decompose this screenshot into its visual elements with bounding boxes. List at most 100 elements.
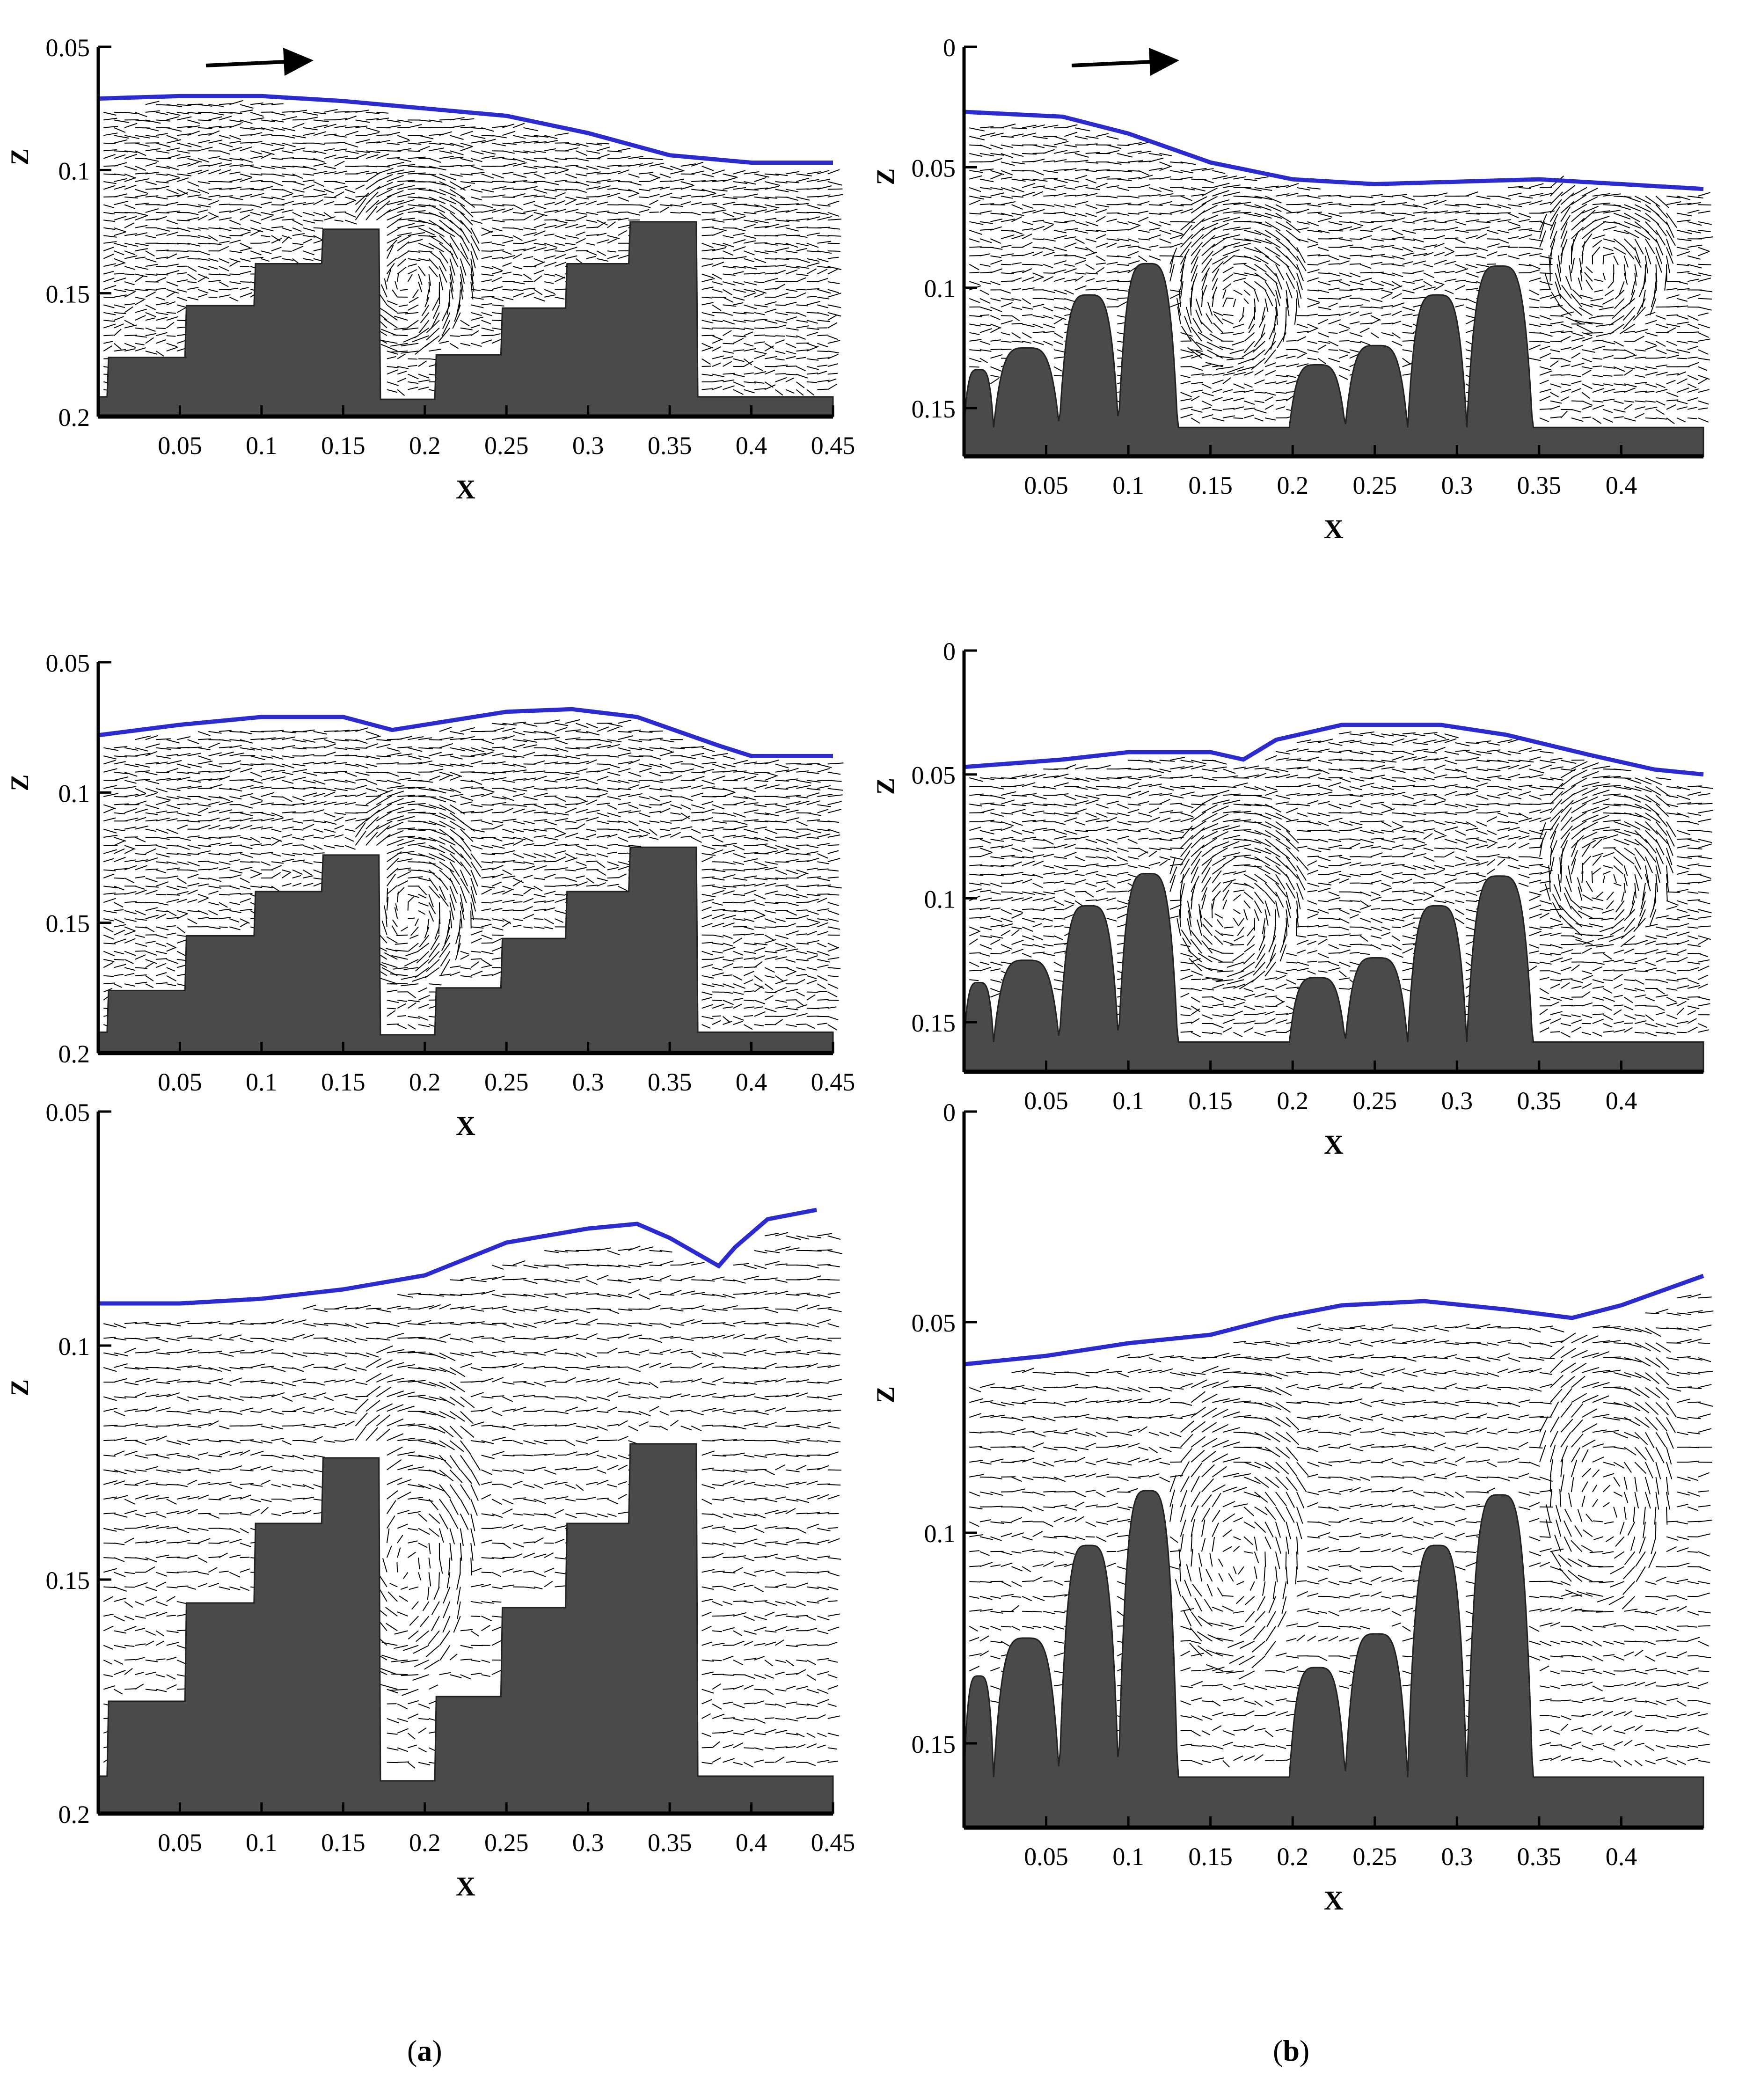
velocity-vector xyxy=(355,198,367,213)
velocity-vector xyxy=(187,142,202,148)
velocity-vector xyxy=(408,156,426,159)
velocity-vector xyxy=(386,263,395,275)
y-tick-label: 0.15 xyxy=(46,910,90,938)
velocity-vector xyxy=(470,235,480,251)
velocity-vector xyxy=(208,280,221,282)
velocity-vector xyxy=(428,220,445,230)
velocity-vector xyxy=(282,116,297,121)
velocity-vector xyxy=(292,173,303,179)
velocity-vector xyxy=(365,132,380,136)
velocity-vector xyxy=(502,271,512,275)
velocity-vector xyxy=(303,202,314,205)
velocity-vector xyxy=(124,196,138,199)
velocity-vector xyxy=(323,216,336,221)
velocity-vector xyxy=(166,127,182,132)
velocity-vector xyxy=(408,225,425,228)
velocity-vector xyxy=(397,170,415,175)
velocity-vector xyxy=(775,280,787,282)
velocity-vector xyxy=(649,730,663,732)
velocity-vector xyxy=(124,111,137,114)
velocity-vector xyxy=(103,1542,116,1544)
velocity-vector xyxy=(177,256,189,259)
velocity-vector xyxy=(166,845,179,847)
velocity-vector xyxy=(408,172,426,175)
velocity-vector xyxy=(187,111,201,115)
velocity-vector xyxy=(449,197,466,207)
velocity-vector xyxy=(502,281,515,282)
velocity-vector xyxy=(208,169,221,175)
velocity-vector xyxy=(460,142,473,147)
velocity-vector xyxy=(429,181,446,186)
velocity-vector xyxy=(250,150,262,154)
velocity-vector xyxy=(250,193,264,198)
velocity-vector xyxy=(166,189,179,195)
velocity-vector xyxy=(491,125,507,128)
velocity-vector xyxy=(450,150,464,155)
velocity-vector xyxy=(712,999,722,1002)
velocity-vector xyxy=(344,220,357,225)
velocity-vector xyxy=(114,349,126,352)
velocity-vector xyxy=(187,119,200,124)
velocity-vector xyxy=(197,104,212,107)
velocity-vector xyxy=(229,140,241,144)
velocity-vector xyxy=(491,227,503,232)
velocity-vector xyxy=(208,266,218,270)
velocity-vector xyxy=(156,196,168,200)
velocity-vector xyxy=(481,279,492,282)
velocity-vector xyxy=(240,209,254,213)
velocity-vector xyxy=(250,117,264,121)
velocity-vector xyxy=(827,934,840,936)
velocity-vector xyxy=(208,162,222,167)
velocity-vector xyxy=(124,324,137,329)
velocity-vector xyxy=(145,337,154,344)
velocity-vector xyxy=(355,170,369,175)
velocity-vector xyxy=(229,146,242,152)
velocity-vector xyxy=(323,109,338,113)
velocity-vector xyxy=(512,123,525,128)
velocity-vector xyxy=(639,196,649,198)
velocity-vector xyxy=(365,141,380,144)
velocity-vector xyxy=(492,934,504,936)
velocity-vector xyxy=(344,189,356,194)
velocity-vector xyxy=(355,154,367,159)
velocity-vector xyxy=(565,157,577,159)
velocity-vector xyxy=(324,171,337,175)
velocity-vector xyxy=(397,158,412,162)
velocity-vector xyxy=(135,203,149,205)
velocity-vector xyxy=(387,356,396,359)
velocity-vector xyxy=(439,235,453,249)
velocity-vector xyxy=(103,345,113,351)
velocity-vector xyxy=(292,166,307,168)
velocity-vector xyxy=(219,281,229,287)
velocity-vector xyxy=(271,247,282,252)
velocity-vector xyxy=(449,212,464,225)
velocity-vector xyxy=(177,173,191,176)
velocity-vector xyxy=(355,119,370,123)
velocity-vector xyxy=(156,273,168,276)
velocity-vector xyxy=(512,273,523,276)
velocity-vector xyxy=(502,289,513,291)
velocity-vector xyxy=(439,227,455,237)
velocity-vector xyxy=(512,909,525,911)
velocity-vector xyxy=(460,274,464,292)
velocity-vector xyxy=(429,173,446,181)
velocity-vector xyxy=(420,312,430,323)
velocity-vector xyxy=(261,241,270,244)
velocity-vector xyxy=(176,289,187,293)
velocity-vector xyxy=(492,257,503,259)
velocity-vector xyxy=(470,316,483,321)
velocity-vector xyxy=(145,127,159,132)
x-axis-label: X xyxy=(456,474,475,505)
velocity-vector xyxy=(426,327,440,341)
velocity-vector xyxy=(166,116,179,121)
velocity-vector xyxy=(607,1439,618,1441)
velocity-vector xyxy=(124,250,135,255)
velocity-vector xyxy=(124,306,133,313)
velocity-vector xyxy=(418,166,436,169)
velocity-vector xyxy=(523,140,539,144)
velocity-vector xyxy=(103,227,116,230)
velocity-vector xyxy=(586,860,598,863)
velocity-vector xyxy=(429,212,446,220)
velocity-vector xyxy=(313,240,323,244)
velocity-vector xyxy=(491,135,507,139)
